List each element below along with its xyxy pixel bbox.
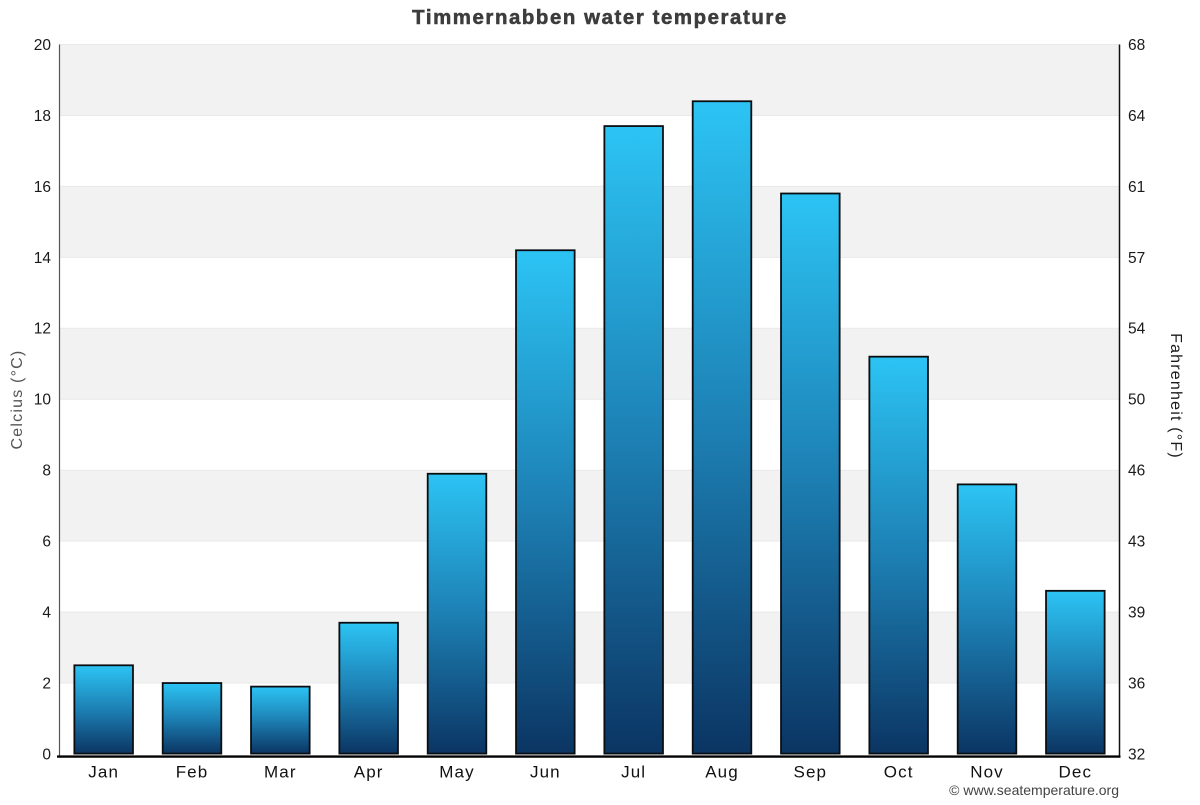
svg-text:8: 8 [42, 463, 51, 480]
svg-text:57: 57 [1128, 250, 1145, 267]
svg-text:32: 32 [1128, 746, 1145, 763]
svg-text:2: 2 [42, 675, 51, 692]
svg-text:12: 12 [34, 321, 51, 338]
svg-text:Jan: Jan [88, 762, 119, 781]
svg-text:© www.seatemperature.org: © www.seatemperature.org [949, 782, 1119, 798]
svg-text:Aug: Aug [705, 762, 739, 781]
svg-text:10: 10 [34, 392, 52, 409]
svg-text:Apr: Apr [354, 762, 384, 781]
svg-text:39: 39 [1128, 605, 1145, 622]
svg-text:Fahrenheit (°F): Fahrenheit (°F) [1167, 333, 1184, 459]
svg-text:Jun: Jun [530, 762, 561, 781]
svg-text:54: 54 [1128, 321, 1146, 338]
svg-text:Feb: Feb [176, 762, 209, 781]
svg-text:50: 50 [1128, 392, 1146, 409]
svg-text:Nov: Nov [970, 762, 1004, 781]
svg-text:Mar: Mar [264, 762, 297, 781]
svg-text:May: May [439, 762, 474, 781]
svg-text:Celcius (°C): Celcius (°C) [9, 350, 26, 450]
svg-text:6: 6 [42, 534, 51, 551]
svg-text:36: 36 [1128, 675, 1145, 692]
svg-text:61: 61 [1128, 179, 1145, 196]
svg-text:Oct: Oct [884, 762, 914, 781]
svg-text:68: 68 [1128, 37, 1145, 54]
svg-text:18: 18 [34, 108, 51, 125]
svg-text:Jul: Jul [621, 762, 646, 781]
svg-text:64: 64 [1128, 108, 1146, 125]
svg-text:16: 16 [34, 179, 51, 196]
svg-text:14: 14 [34, 250, 52, 267]
svg-text:Sep: Sep [794, 762, 828, 781]
svg-text:0: 0 [42, 746, 51, 763]
svg-text:43: 43 [1128, 534, 1145, 551]
svg-text:20: 20 [34, 37, 52, 54]
svg-text:Dec: Dec [1059, 762, 1093, 781]
svg-text:Timmernabben water temperature: Timmernabben water temperature [412, 7, 788, 29]
svg-text:46: 46 [1128, 463, 1145, 480]
svg-text:4: 4 [42, 605, 51, 622]
